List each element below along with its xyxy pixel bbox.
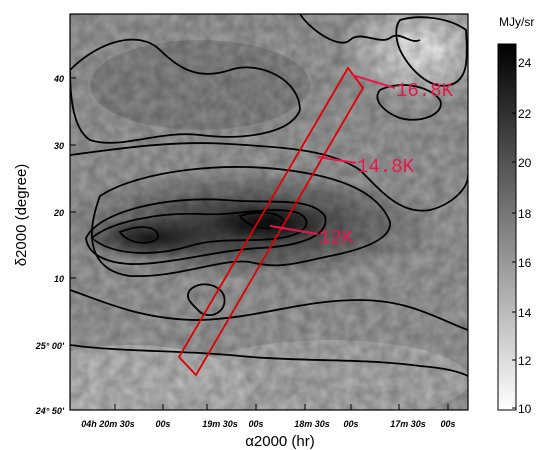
y-axis-title: δ2000 (degree): [13, 164, 30, 267]
contour-9: [70, 289, 468, 331]
colorbar-tick-label: 18: [518, 207, 532, 221]
colorbar-tick-label: 22: [518, 107, 532, 121]
colorbar-ramp: [497, 43, 517, 411]
colorbar-tick-label: 14: [518, 306, 532, 320]
colorbar-unit: MJy/sr: [499, 15, 534, 29]
y-tick-label: 10: [54, 274, 64, 284]
colorbar-tick-label: 12: [518, 354, 532, 368]
colorbar-tick-label: 24: [518, 56, 532, 70]
y-tick-label: 40: [53, 74, 64, 84]
x-ticks: [114, 404, 449, 410]
x-tick-label: 17m 30s: [390, 419, 426, 429]
annotation-leader-3: [269, 225, 319, 235]
contour-11: [187, 283, 226, 317]
annotation-leader-2: [317, 156, 357, 164]
annotation-leader-1: [351, 74, 396, 89]
annotation-12k: 12K: [319, 227, 354, 249]
x-tick-label: 00s: [155, 419, 170, 429]
contour-6: [70, 38, 301, 144]
x-tick-label: 04h 20m 30s: [81, 419, 135, 429]
heatmap: [70, 14, 468, 410]
contour-2: [85, 198, 327, 265]
contour-12: [376, 84, 442, 121]
contour-5: [91, 166, 391, 277]
y-tick-label: 20: [53, 208, 64, 218]
contour-10: [70, 344, 468, 377]
colorbar-tick-label: 10: [518, 402, 532, 416]
colorbar-tick-label: 20: [518, 156, 532, 170]
x-tick-label: 00s: [248, 419, 263, 429]
x-tick-label: 00s: [343, 419, 358, 429]
annotation-14-8k: 14.8K: [357, 156, 415, 178]
y-ticks: [70, 77, 76, 411]
x-axis-title: α2000 (hr): [245, 433, 315, 450]
colorbar: MJy/sr 10 12 14 16 18 20 22 24: [497, 15, 534, 416]
x-tick-label: 18m 30s: [294, 419, 330, 429]
x-tick-label: 19m 30s: [202, 419, 238, 429]
x-tick-label: 00s: [440, 419, 455, 429]
y-tick-labels: 24° 50' 25° 00' 10 20 30 40: [35, 74, 65, 416]
contour-13: [395, 16, 468, 87]
annotation-16-8k: 16.8K: [396, 80, 454, 102]
contour-1: [90, 209, 308, 254]
contour-8: [299, 14, 421, 44]
overlay-strip: [177, 66, 365, 377]
y-tick-label: 30: [54, 141, 64, 151]
x-tick-labels: 04h 20m 30s 00s 19m 30s 00s 18m 30s 00s …: [81, 419, 455, 429]
colorbar-ticks: [512, 61, 516, 409]
colorbar-tick-label: 16: [518, 256, 532, 270]
y-tick-label: 25° 00': [35, 341, 65, 351]
contour-3: [118, 226, 159, 244]
y-tick-label: 24° 50': [35, 406, 65, 416]
contours: [70, 14, 468, 377]
annotations: 16.8K 14.8K 12K: [269, 74, 454, 249]
